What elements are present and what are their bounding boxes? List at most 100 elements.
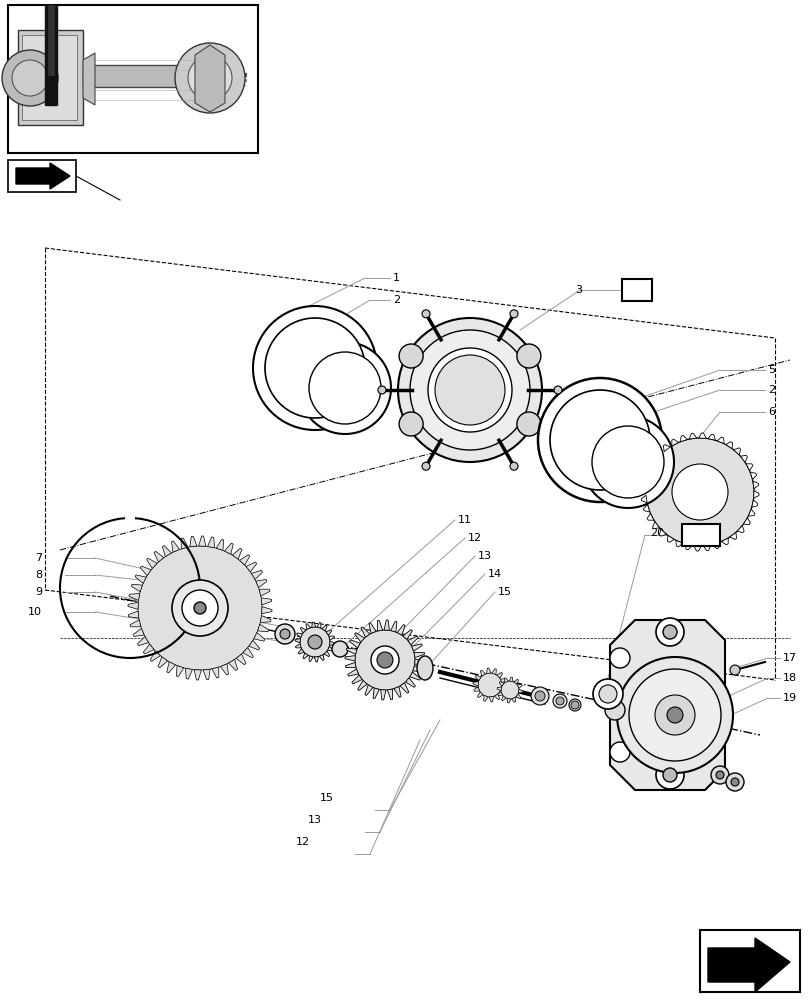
Bar [83,65,203,87]
Polygon shape [162,546,171,557]
Circle shape [298,342,391,434]
Circle shape [604,700,624,720]
Polygon shape [225,543,233,554]
Polygon shape [753,491,758,498]
Ellipse shape [417,656,432,680]
Polygon shape [646,514,653,520]
Polygon shape [261,598,272,605]
Polygon shape [497,692,502,696]
Polygon shape [147,558,157,568]
Polygon shape [729,532,736,539]
Text: 9: 9 [35,587,42,597]
Polygon shape [154,551,164,562]
Text: 3: 3 [574,285,581,295]
Polygon shape [261,607,272,614]
Circle shape [397,318,541,462]
Polygon shape [208,537,214,548]
Polygon shape [473,687,479,691]
Polygon shape [707,434,714,440]
Polygon shape [644,468,651,475]
Polygon shape [321,625,327,631]
Circle shape [422,462,430,470]
Polygon shape [259,589,270,596]
Polygon shape [736,526,743,533]
Circle shape [725,773,743,791]
Polygon shape [239,555,250,565]
Polygon shape [477,692,483,698]
Polygon shape [702,545,710,551]
Polygon shape [298,649,303,654]
Bar [48,5,54,75]
Bar [18,30,83,125]
Polygon shape [345,656,355,661]
Polygon shape [483,695,487,701]
Polygon shape [248,640,260,650]
Circle shape [175,43,245,113]
Circle shape [299,627,329,657]
Polygon shape [517,684,521,688]
Polygon shape [176,666,183,677]
Circle shape [538,378,661,502]
Polygon shape [357,680,367,690]
Polygon shape [296,633,302,638]
Circle shape [509,462,517,470]
Polygon shape [345,662,355,668]
Polygon shape [311,622,315,627]
Polygon shape [185,668,192,679]
Polygon shape [649,459,656,466]
Polygon shape [491,669,496,675]
Polygon shape [716,437,723,444]
Polygon shape [397,625,405,635]
Circle shape [253,306,376,430]
Circle shape [629,669,720,761]
Polygon shape [251,570,262,579]
Circle shape [509,310,517,318]
Polygon shape [128,602,138,609]
Circle shape [478,673,501,697]
Polygon shape [325,630,332,635]
Polygon shape [407,636,418,645]
Polygon shape [140,566,151,576]
Polygon shape [329,641,335,645]
Polygon shape [372,688,379,699]
Polygon shape [354,633,364,642]
Bar [22,35,77,120]
Circle shape [592,679,622,709]
Circle shape [569,699,581,711]
Polygon shape [402,630,412,640]
Polygon shape [246,562,256,572]
Polygon shape [740,455,746,462]
Circle shape [553,386,561,394]
Polygon shape [295,644,301,648]
Circle shape [378,386,385,394]
Polygon shape [131,584,142,592]
Polygon shape [414,652,424,658]
Polygon shape [663,445,669,452]
Text: 5: 5 [767,365,774,375]
Circle shape [200,68,220,88]
Circle shape [591,426,663,498]
Circle shape [616,657,732,773]
Polygon shape [400,683,409,693]
Polygon shape [316,623,320,628]
Polygon shape [405,678,415,687]
Circle shape [672,464,727,520]
Circle shape [427,348,512,432]
Polygon shape [129,594,139,600]
Polygon shape [693,546,701,551]
Text: 17: 17 [782,653,796,663]
Text: 8: 8 [35,570,42,580]
Text: 12: 12 [296,837,310,847]
Polygon shape [364,685,372,695]
Polygon shape [377,620,382,631]
Polygon shape [158,657,167,668]
Text: 12: 12 [467,533,482,543]
Circle shape [581,416,673,508]
Circle shape [654,695,694,735]
Bar [45,5,57,105]
Polygon shape [347,669,358,676]
Polygon shape [212,667,218,678]
Polygon shape [707,938,789,992]
Polygon shape [652,522,659,529]
Polygon shape [181,538,188,549]
